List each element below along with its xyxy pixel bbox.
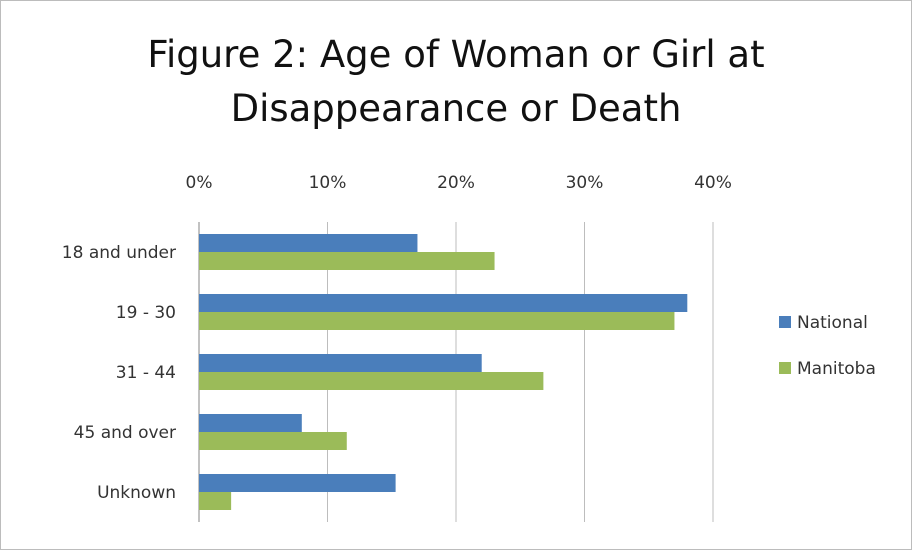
bar-manitoba-31-44 — [199, 372, 544, 390]
category-label-19-30: 19 - 30 — [116, 303, 176, 323]
category-labels: 18 and under 19 - 30 31 - 44 45 and over Unk… — [62, 243, 176, 503]
bar-manitoba-18-and-under — [199, 252, 495, 270]
legend-swatch-national — [779, 316, 791, 328]
bar-manitoba-45-and-over — [199, 432, 347, 450]
bars — [199, 234, 688, 510]
category-label-31-44: 31 - 44 — [116, 363, 176, 383]
bar-national-19-30 — [199, 294, 688, 312]
category-label-45-and-over: 45 and over — [74, 423, 176, 443]
bar-national-unknown — [199, 474, 396, 492]
category-label-unknown: Unknown — [97, 483, 176, 503]
category-label-18-and-under: 18 and under — [62, 243, 176, 263]
bar-manitoba-19-30 — [199, 312, 675, 330]
tick-label-0: 0% — [186, 173, 213, 193]
bar-national-31-44 — [199, 354, 482, 372]
x-axis-ticks: 0% 10% 20% 30% 40% — [186, 173, 732, 193]
chart-title: Figure 2: Age of Woman or Girl at Disapp… — [147, 33, 765, 130]
bar-national-18-and-under — [199, 234, 418, 252]
tick-label-10: 10% — [309, 173, 347, 193]
tick-label-20: 20% — [437, 173, 475, 193]
legend-label-manitoba: Manitoba — [797, 359, 876, 379]
legend: National Manitoba — [779, 313, 876, 379]
tick-label-40: 40% — [694, 173, 732, 193]
bar-manitoba-unknown — [199, 492, 232, 510]
bar-national-45-and-over — [199, 414, 302, 432]
tick-label-30: 30% — [566, 173, 604, 193]
legend-label-national: National — [797, 313, 868, 333]
legend-swatch-manitoba — [779, 362, 791, 374]
